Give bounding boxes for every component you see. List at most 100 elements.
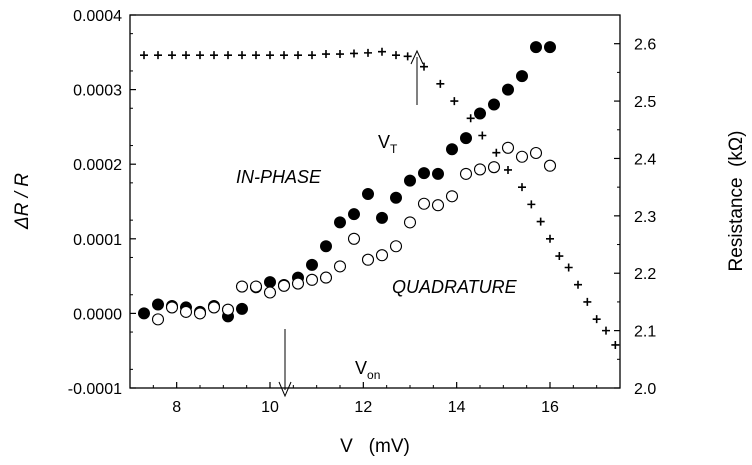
- chart-marks: [138, 41, 620, 349]
- quadrature-point: [445, 190, 459, 203]
- x-axis: 8 10 12 14 16: [129, 382, 621, 416]
- resistance-point: [602, 326, 610, 335]
- inphase-label: IN-PHASE: [236, 167, 322, 187]
- resistance-point: [350, 49, 358, 58]
- quadrature-point: [431, 199, 445, 212]
- y-axis-left: -0.0001 0.0000 0.0001 0.0002 0.0003 0.0004: [68, 8, 136, 398]
- y-right-tick-label: 2.3: [634, 209, 656, 226]
- quadrature-point: [487, 161, 501, 174]
- quadrature-point: [459, 167, 473, 180]
- resistance-point: [403, 52, 412, 61]
- in-phase-point: [138, 307, 150, 320]
- in-phase-point: [404, 174, 416, 187]
- in-phase-point: [530, 41, 542, 54]
- quadrature-point: [179, 305, 193, 318]
- resistance-point: [252, 51, 260, 60]
- resistance-point: [140, 51, 148, 60]
- in-phase-point: [418, 167, 430, 180]
- vt-arrow-head: [410, 49, 424, 65]
- in-phase-point: [544, 41, 556, 54]
- quadrature-point: [263, 286, 277, 299]
- in-phase-point: [320, 240, 332, 253]
- resistance-point: [210, 51, 218, 60]
- resistance-point: [266, 51, 274, 60]
- y-left-tick-label: -0.0001: [68, 381, 122, 398]
- resistance-point: [392, 51, 400, 60]
- y-right-tick-label: 2.1: [634, 324, 656, 341]
- in-phase-point: [376, 211, 388, 224]
- resistance-point: [583, 297, 592, 306]
- resistance-point: [478, 131, 487, 140]
- in-phase-point: [390, 191, 402, 204]
- quadrature-point: [361, 253, 375, 266]
- x-tick-label: 16: [541, 399, 559, 416]
- von-subscript: on: [367, 368, 380, 382]
- resistance-point: [546, 234, 554, 243]
- resistance-point: [555, 252, 564, 261]
- resistance-point: [504, 165, 512, 174]
- resistance-point: [527, 200, 536, 209]
- resistance-point: [378, 47, 386, 56]
- quadrature-point: [473, 163, 487, 176]
- in-phase-point: [348, 208, 360, 221]
- von-label: Von: [355, 358, 380, 382]
- quadrature-point: [221, 303, 235, 316]
- x-tick-label: 8: [172, 399, 181, 416]
- y-left-tick-label: 0.0001: [73, 232, 122, 249]
- x-tick-label: 10: [261, 399, 279, 416]
- series-quadrature: [151, 141, 557, 326]
- vt-annotation: VT: [378, 57, 418, 156]
- quadrature-point: [235, 280, 249, 293]
- quadrature-point: [151, 313, 165, 326]
- y-right-tick-label: 2.4: [634, 151, 656, 168]
- resistance-point: [574, 280, 582, 289]
- resistance-point: [611, 340, 620, 349]
- quadrature-point: [375, 249, 389, 262]
- y-axis-right: 2.0 2.1 2.2 2.3 2.4 2.5 2.6: [614, 37, 656, 398]
- in-phase-point: [264, 276, 276, 289]
- quadrature-point: [165, 301, 179, 314]
- y-left-tick-label: 0.0000: [73, 306, 122, 323]
- quadrature-point: [501, 141, 515, 154]
- in-phase-point: [516, 70, 528, 83]
- y-axis-left-label: ΔR / R: [12, 173, 33, 230]
- y-right-tick-label: 2.0: [634, 381, 656, 398]
- in-phase-point: [236, 302, 248, 315]
- y-right-tick-label: 2.2: [634, 266, 656, 283]
- in-phase-point: [306, 258, 318, 271]
- resistance-point: [224, 51, 232, 60]
- von-arrow-head: [278, 381, 292, 398]
- quadrature-point: [249, 280, 263, 293]
- quadrature-point: [347, 232, 361, 245]
- von-annotation: Von: [284, 329, 380, 390]
- resistance-point: [436, 79, 445, 88]
- y-left-tick-label: 0.0003: [73, 83, 122, 100]
- plot-frame: [129, 14, 621, 389]
- y-left-tick-label: 0.0002: [73, 157, 122, 174]
- resistance-point: [308, 51, 316, 60]
- resistance-point: [518, 183, 526, 192]
- quadrature-point: [333, 260, 347, 273]
- x-tick-label: 14: [448, 399, 466, 416]
- resistance-point: [450, 97, 459, 106]
- quadrature-point: [319, 271, 333, 284]
- resistance-point: [564, 263, 573, 272]
- resistance-point: [154, 51, 162, 60]
- resistance-point: [196, 51, 204, 60]
- quadrature-label: QUADRATURE: [392, 277, 518, 297]
- vt-subscript: T: [390, 142, 398, 156]
- resistance-point: [466, 114, 475, 123]
- resistance-point: [592, 315, 601, 324]
- in-phase-point: [362, 188, 374, 201]
- y-right-tick-label: 2.5: [634, 94, 656, 111]
- resistance-point: [280, 51, 288, 60]
- x-tick-label: 12: [354, 399, 372, 416]
- resistance-point: [364, 48, 372, 57]
- series-resistance: [140, 47, 620, 349]
- quadrature-point: [543, 159, 557, 172]
- x-axis-label: V (mV): [340, 436, 410, 457]
- in-phase-point: [432, 167, 444, 180]
- quadrature-point: [529, 146, 543, 160]
- resistance-point: [294, 51, 302, 60]
